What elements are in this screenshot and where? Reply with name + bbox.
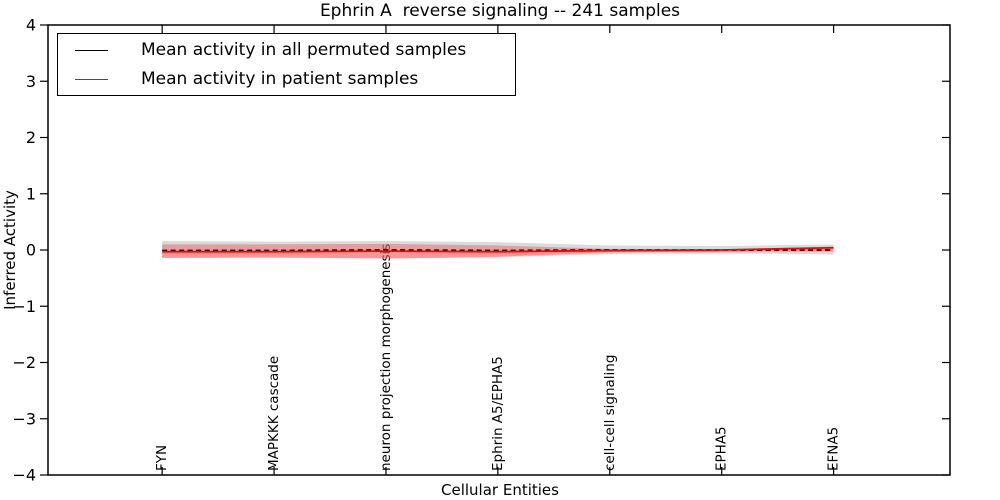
x-axis-label: Cellular Entities <box>441 481 559 499</box>
legend-label-permuted: Mean activity in all permuted samples <box>141 40 467 60</box>
y-tick-label: −3 <box>12 409 36 428</box>
x-tick-label: EFNA5 <box>826 427 842 471</box>
series-line <box>162 246 834 253</box>
y-tick-label: 3 <box>26 72 36 91</box>
y-tick-label: −2 <box>12 353 36 372</box>
y-tick-label: −4 <box>12 466 36 485</box>
legend-line-permuted-icon <box>75 49 108 51</box>
legend-item-patient: Mean activity in patient samples <box>58 65 515 94</box>
x-tick-label: neuron projection morphogenesis <box>378 244 394 471</box>
y-tick-label: 1 <box>26 184 36 203</box>
x-tick-label: cell-cell signaling <box>602 355 618 471</box>
series-line <box>162 249 834 252</box>
x-tick-label: MAPKKK cascade <box>266 356 282 471</box>
x-tick-label: FYN <box>154 445 170 471</box>
y-tick-label: 4 <box>26 16 36 35</box>
legend-label-patient: Mean activity in patient samples <box>141 69 419 89</box>
y-tick-label: 2 <box>26 128 36 147</box>
x-tick-label: Ephrin A5/EPHA5 <box>490 356 506 471</box>
chart-title: Ephrin A reverse signaling -- 241 sample… <box>319 1 681 21</box>
legend: Mean activity in all permuted samples Me… <box>57 33 516 96</box>
y-tick-label: −1 <box>12 297 36 316</box>
y-tick-label: 0 <box>26 241 36 260</box>
legend-item-permuted: Mean activity in all permuted samples <box>58 36 515 65</box>
legend-line-patient-icon <box>75 78 108 80</box>
x-tick-label: EPHA5 <box>714 426 730 471</box>
